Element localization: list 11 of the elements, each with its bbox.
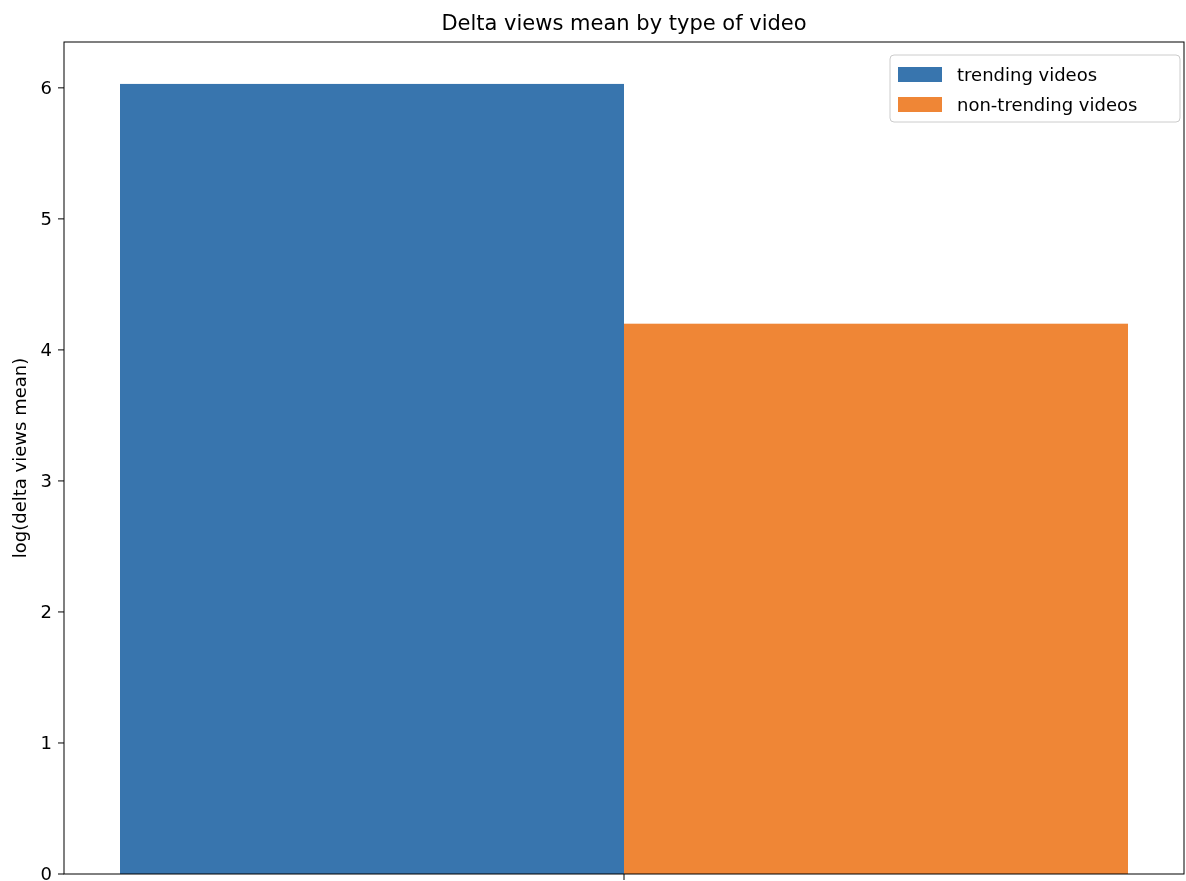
y-tick-label: 0 bbox=[40, 863, 52, 881]
legend-label: trending videos bbox=[957, 64, 1098, 86]
chart-title: Delta views mean by type of video bbox=[441, 11, 807, 35]
y-tick-label: 2 bbox=[40, 601, 52, 623]
legend-label: non-trending videos bbox=[957, 94, 1138, 116]
y-tick-label: 4 bbox=[40, 339, 52, 361]
y-tick-label: 1 bbox=[40, 732, 52, 754]
y-tick-label: 3 bbox=[40, 470, 52, 492]
y-tick-label: 6 bbox=[40, 77, 52, 99]
y-tick-label: 5 bbox=[40, 208, 52, 230]
y-axis-title: log(delta views mean) bbox=[9, 357, 30, 559]
